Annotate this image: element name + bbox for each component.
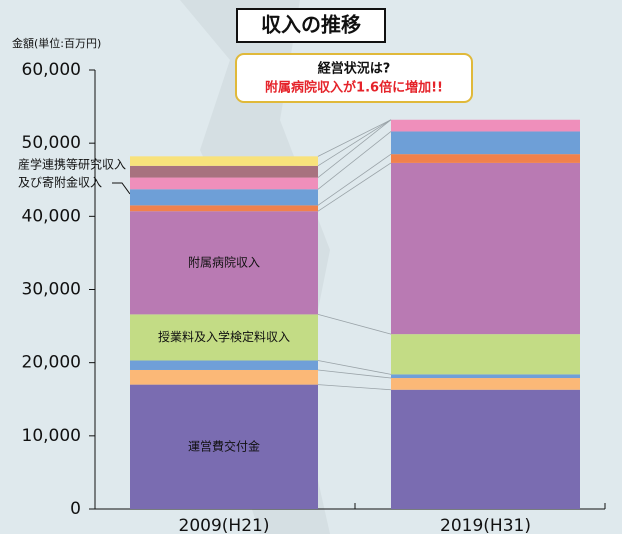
callout-highlight: 附属病院収入が1.6倍に増加!! [265,80,443,96]
bar-segment [391,119,580,132]
y-tick-label: 40,000 [22,206,81,226]
connector [317,119,392,157]
callout-line: 経営状況は? [318,61,391,77]
connector [317,384,392,391]
title-box [236,8,386,43]
bar-segment [130,314,318,361]
connector [317,119,392,167]
connector [317,119,392,178]
annotation: 及び寄附金収入 [18,175,102,190]
y-tick-label: 0 [70,499,81,519]
bar-segment [130,177,318,190]
bar-segment [391,374,580,379]
annotation: 産学連携等研究収入 [18,157,126,172]
bar-segment [130,369,318,385]
bar-segment [130,205,318,212]
y-tick-label: 10,000 [22,426,81,446]
y-tick-label: 30,000 [22,280,81,300]
chart-title: 収入の推移 [261,13,361,37]
bar-segment [130,211,318,315]
bar-segment [130,165,318,178]
bar-segment [391,334,580,375]
connector [317,153,392,206]
connector [317,369,392,379]
y-tick-label: 20,000 [22,353,81,373]
segment-label: 授業料及入学検定料収入 [158,329,290,344]
bar-segment [130,156,318,166]
connector [317,313,392,335]
connector [317,162,392,212]
y-tick-label: 60,000 [22,60,81,80]
bar-segment [391,162,580,335]
bar-segment [130,189,318,206]
bar-segment [130,384,318,509]
segment-label: 運営費交付金 [188,438,260,453]
callout-box [235,53,473,103]
x-tick-label: 2009(H21) [179,516,270,534]
connector [317,131,392,190]
bar-segment [391,389,580,509]
bar-segment [391,154,580,163]
bar-segment [130,360,318,370]
y-tick-label: 50,000 [22,133,81,153]
annotation-arrow [112,182,131,195]
y-axis-label: 金額(単位:百万円) [12,36,101,50]
bar-segment [391,131,580,155]
bar-segment [391,378,580,390]
x-tick-label: 2019(H31) [440,516,531,534]
connector [317,360,392,375]
segment-label: 附属病院収入 [188,254,260,269]
